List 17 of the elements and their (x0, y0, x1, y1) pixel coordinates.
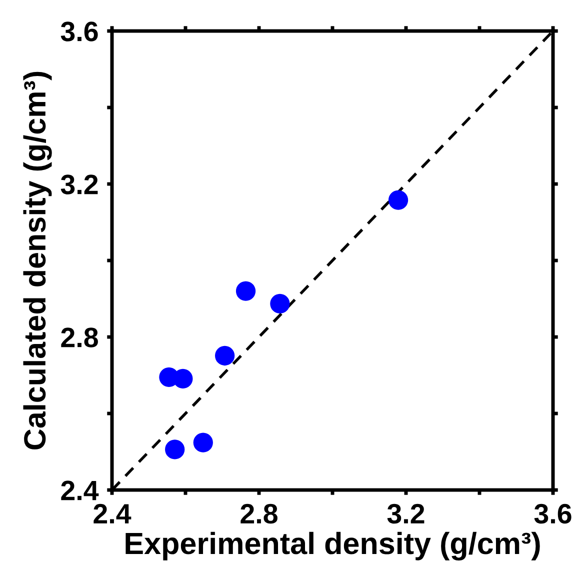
point (165, 440, 185, 460)
x-tick-label: 2.8 (240, 504, 278, 524)
point (388, 190, 408, 210)
point (270, 294, 290, 314)
x-tick-label: 3.6 (534, 504, 572, 524)
y-tick-label: 3.6 (60, 22, 98, 42)
x-axis-title: Experimental density (g/cm³) (126, 532, 540, 560)
point (215, 346, 235, 366)
y-tick-label: 3.2 (60, 174, 98, 194)
point (193, 432, 213, 452)
x-tick-label: 3.2 (387, 504, 424, 524)
point (173, 368, 193, 389)
y-tick-label: 2.4 (61, 480, 99, 500)
y-tick-label: 2.8 (61, 328, 98, 348)
point (236, 281, 256, 301)
x-tick-label: 2.4 (94, 504, 132, 524)
y-axis-title: Calculated density (g/cm³) (23, 72, 52, 450)
